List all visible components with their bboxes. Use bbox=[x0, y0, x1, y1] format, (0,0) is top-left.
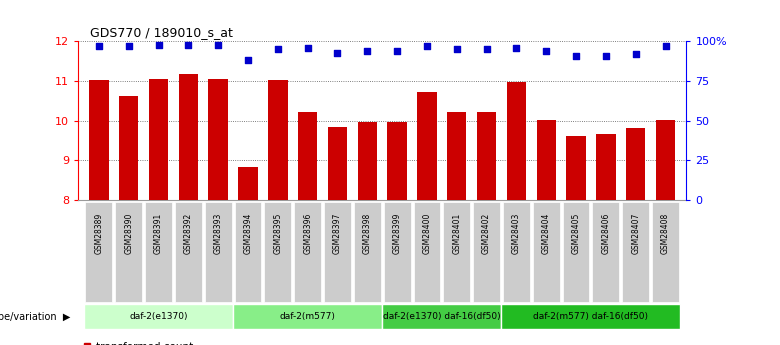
FancyBboxPatch shape bbox=[324, 202, 351, 302]
Point bbox=[93, 43, 105, 49]
Text: GSM28395: GSM28395 bbox=[273, 213, 282, 254]
Text: GSM28397: GSM28397 bbox=[333, 213, 342, 254]
FancyBboxPatch shape bbox=[652, 202, 679, 302]
Point bbox=[600, 53, 612, 58]
Point bbox=[480, 47, 493, 52]
FancyBboxPatch shape bbox=[294, 202, 321, 302]
Text: GSM28400: GSM28400 bbox=[423, 213, 431, 254]
FancyBboxPatch shape bbox=[562, 202, 590, 302]
Point bbox=[332, 50, 344, 55]
Text: GSM28398: GSM28398 bbox=[363, 213, 372, 254]
FancyBboxPatch shape bbox=[86, 202, 112, 302]
Point bbox=[451, 47, 463, 52]
FancyBboxPatch shape bbox=[145, 202, 172, 302]
Bar bbox=[89, 80, 108, 200]
Point bbox=[540, 48, 552, 54]
FancyBboxPatch shape bbox=[264, 202, 291, 302]
Text: GSM28405: GSM28405 bbox=[572, 213, 580, 254]
FancyBboxPatch shape bbox=[443, 202, 470, 302]
FancyBboxPatch shape bbox=[84, 304, 233, 329]
Text: GSM28390: GSM28390 bbox=[124, 213, 133, 254]
Point bbox=[570, 53, 583, 58]
Point bbox=[510, 45, 523, 50]
FancyBboxPatch shape bbox=[354, 202, 381, 302]
Point bbox=[242, 58, 254, 63]
FancyBboxPatch shape bbox=[413, 202, 441, 302]
Text: GSM28407: GSM28407 bbox=[631, 213, 640, 254]
Bar bbox=[149, 79, 168, 200]
Bar bbox=[417, 92, 437, 200]
Bar bbox=[179, 74, 198, 200]
Bar bbox=[477, 112, 496, 200]
Point bbox=[212, 42, 225, 47]
Bar bbox=[447, 112, 466, 200]
FancyBboxPatch shape bbox=[233, 304, 382, 329]
Bar bbox=[596, 134, 615, 200]
Text: daf-2(m577) daf-16(df50): daf-2(m577) daf-16(df50) bbox=[534, 312, 648, 321]
Text: GSM28394: GSM28394 bbox=[243, 213, 253, 254]
Text: GSM28391: GSM28391 bbox=[154, 213, 163, 254]
Point bbox=[361, 48, 374, 54]
Point bbox=[182, 42, 194, 47]
FancyBboxPatch shape bbox=[593, 202, 619, 302]
FancyBboxPatch shape bbox=[382, 304, 502, 329]
FancyBboxPatch shape bbox=[502, 304, 680, 329]
Text: genotype/variation  ▶: genotype/variation ▶ bbox=[0, 312, 70, 322]
Bar bbox=[119, 96, 138, 200]
Text: GSM28402: GSM28402 bbox=[482, 213, 491, 254]
Bar bbox=[298, 112, 317, 200]
FancyBboxPatch shape bbox=[235, 202, 261, 302]
Bar bbox=[328, 127, 347, 200]
Text: GSM28389: GSM28389 bbox=[94, 213, 104, 254]
FancyBboxPatch shape bbox=[204, 202, 232, 302]
Text: daf-2(e1370) daf-16(df50): daf-2(e1370) daf-16(df50) bbox=[383, 312, 501, 321]
Point bbox=[629, 51, 642, 57]
Text: GDS770 / 189010_s_at: GDS770 / 189010_s_at bbox=[90, 26, 233, 39]
Point bbox=[122, 43, 135, 49]
Text: daf-2(m577): daf-2(m577) bbox=[280, 312, 335, 321]
FancyBboxPatch shape bbox=[533, 202, 560, 302]
FancyBboxPatch shape bbox=[384, 202, 410, 302]
Bar bbox=[626, 128, 645, 200]
Point bbox=[420, 43, 433, 49]
Bar bbox=[268, 80, 288, 200]
FancyBboxPatch shape bbox=[115, 202, 142, 302]
FancyBboxPatch shape bbox=[622, 202, 649, 302]
Legend: transformed count, percentile rank within the sample: transformed count, percentile rank withi… bbox=[83, 342, 271, 345]
Text: GSM28404: GSM28404 bbox=[542, 213, 551, 254]
Text: GSM28393: GSM28393 bbox=[214, 213, 222, 254]
Point bbox=[271, 47, 284, 52]
FancyBboxPatch shape bbox=[175, 202, 202, 302]
FancyBboxPatch shape bbox=[503, 202, 530, 302]
Text: daf-2(e1370): daf-2(e1370) bbox=[129, 312, 188, 321]
Bar bbox=[239, 167, 257, 200]
Bar bbox=[357, 121, 377, 200]
Bar bbox=[656, 120, 675, 200]
Text: GSM28399: GSM28399 bbox=[392, 213, 402, 254]
Point bbox=[301, 45, 314, 50]
Text: GSM28401: GSM28401 bbox=[452, 213, 461, 254]
Text: GSM28406: GSM28406 bbox=[601, 213, 611, 254]
Text: GSM28408: GSM28408 bbox=[661, 213, 670, 254]
FancyBboxPatch shape bbox=[473, 202, 500, 302]
Point bbox=[152, 42, 165, 47]
Bar bbox=[566, 136, 586, 200]
Bar bbox=[208, 79, 228, 200]
Point bbox=[391, 48, 403, 54]
Text: GSM28403: GSM28403 bbox=[512, 213, 521, 254]
Point bbox=[659, 43, 672, 49]
Bar bbox=[388, 121, 407, 200]
Bar bbox=[507, 82, 526, 200]
Text: GSM28396: GSM28396 bbox=[303, 213, 312, 254]
Bar bbox=[537, 120, 556, 200]
Text: GSM28392: GSM28392 bbox=[184, 213, 193, 254]
